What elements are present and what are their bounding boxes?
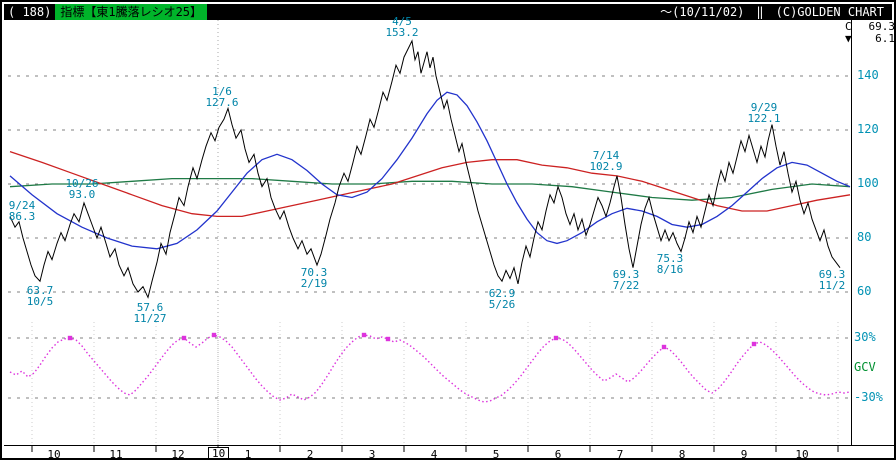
program-code: ( 188) bbox=[8, 5, 52, 19]
y-axis-label: 100 bbox=[857, 176, 879, 190]
date-range: ～(10/11/02) bbox=[660, 5, 745, 19]
annotation-label: 63.7 10/5 bbox=[26, 284, 54, 308]
series-moving-average-short-line bbox=[9, 91, 851, 250]
down-triangle-icon: ▼ bbox=[845, 32, 852, 45]
y-axis-label: -30% bbox=[854, 390, 883, 404]
oscillator-marker bbox=[661, 344, 667, 350]
oscillator-marker bbox=[553, 335, 559, 341]
separator-bars-icon: ‖ bbox=[756, 5, 764, 19]
oscillator-marker bbox=[385, 336, 391, 342]
close-label: C bbox=[845, 20, 852, 33]
y-axis-label: 30% bbox=[854, 330, 876, 344]
month-label: 10 bbox=[795, 448, 809, 460]
annotation-label: 69.3 7/22 bbox=[612, 268, 640, 292]
oscillator-marker bbox=[181, 335, 187, 341]
close-value-row: C 69.3 bbox=[845, 20, 895, 33]
month-label: 8 bbox=[678, 448, 686, 460]
oscillator-marker bbox=[361, 332, 367, 338]
series-baseline-average-line bbox=[9, 177, 851, 201]
oscillator-marker bbox=[211, 332, 217, 338]
series-advance-decline-ratio-25-line bbox=[9, 39, 841, 299]
oscillator-marker bbox=[67, 335, 73, 341]
annotation-label: 7/14 102.9 bbox=[589, 149, 623, 173]
title-bar: ( 188) 指標【東1騰落レシオ25】 ～(10/11/02) ‖ (C)GO… bbox=[4, 4, 892, 20]
y-axis-label: 140 bbox=[857, 68, 879, 82]
month-label: 1 bbox=[244, 448, 252, 460]
y-axis-label: 60 bbox=[857, 284, 872, 298]
month-label: 6 bbox=[554, 448, 562, 460]
title-bar-right: ～(10/11/02) ‖ (C)GOLDEN CHART bbox=[660, 4, 892, 20]
copyright: (C)GOLDEN CHART bbox=[775, 5, 884, 19]
chart-title: 指標【東1騰落レシオ25】 bbox=[55, 4, 208, 20]
month-label: 12 bbox=[171, 448, 185, 460]
oscillator-marker bbox=[751, 341, 757, 347]
close-value: 69.3 bbox=[868, 20, 895, 33]
annotation-label: 9/29 122.1 bbox=[747, 101, 781, 125]
change-value: 6.1 bbox=[875, 32, 895, 45]
series-moving-average-long-line bbox=[9, 150, 851, 218]
month-label: 7 bbox=[616, 448, 624, 460]
quote-box: C 69.3 ▼ 6.1 bbox=[845, 20, 895, 45]
annotation-label: 4/5 153.2 bbox=[385, 15, 419, 39]
month-label: 3 bbox=[368, 448, 376, 460]
change-row: ▼ 6.1 bbox=[845, 32, 895, 45]
y-axis-label: 80 bbox=[857, 230, 872, 244]
annotation-label: 10/26 93.0 bbox=[65, 177, 99, 201]
annotation-label: 57.6 11/27 bbox=[133, 301, 167, 325]
gcv-label: GCV bbox=[854, 360, 876, 374]
month-label: 11 bbox=[109, 448, 123, 460]
month-label: 4 bbox=[430, 448, 438, 460]
annotation-label: 69.3 11/2 bbox=[818, 268, 846, 292]
month-label: 10 bbox=[47, 448, 61, 460]
annotation-label: 75.3 8/16 bbox=[656, 252, 684, 276]
annotation-label: 70.3 2/19 bbox=[300, 266, 328, 290]
month-label: 2 bbox=[306, 448, 314, 460]
month-label: 5 bbox=[492, 448, 500, 460]
month-label: 9 bbox=[740, 448, 748, 460]
annotation-label: 62.9 5/26 bbox=[488, 287, 516, 311]
y-axis-label: 120 bbox=[857, 122, 879, 136]
annotation-label: 1/6 127.6 bbox=[205, 85, 239, 109]
annotation-label: 9/24 86.3 bbox=[8, 199, 36, 223]
year-label: 10 bbox=[208, 447, 230, 458]
